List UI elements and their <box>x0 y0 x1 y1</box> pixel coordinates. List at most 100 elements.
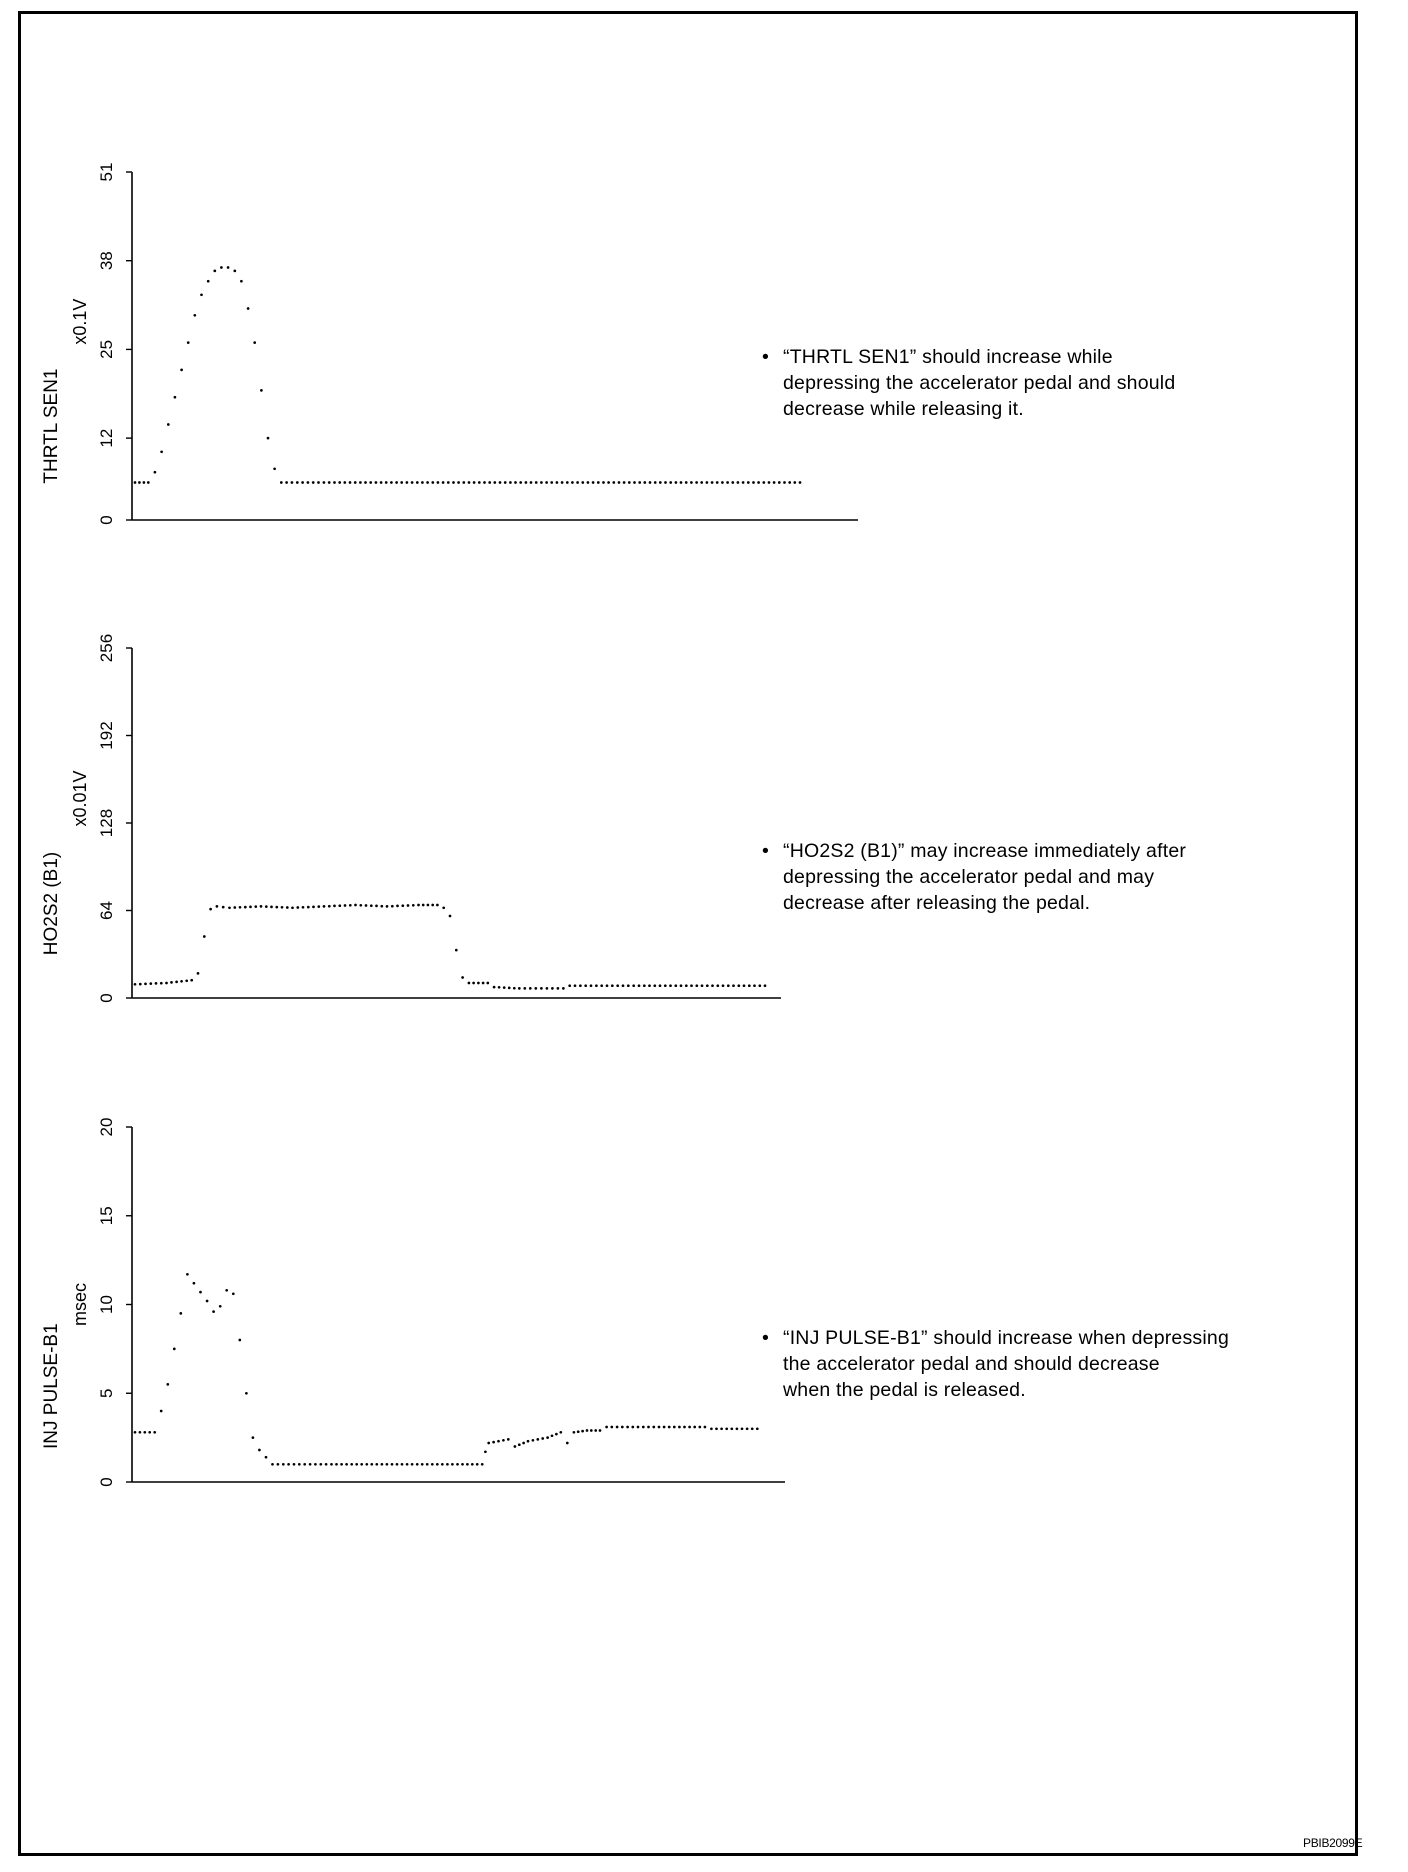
data-point <box>154 982 158 985</box>
data-point <box>497 1439 500 1443</box>
data-point <box>226 266 230 269</box>
data-point <box>540 987 543 990</box>
data-point <box>462 481 466 484</box>
data-point <box>179 1312 183 1315</box>
data-point <box>258 1448 261 1452</box>
data-point <box>220 266 223 269</box>
data-point <box>410 481 414 484</box>
data-point <box>359 903 363 907</box>
data-point <box>483 481 486 484</box>
data-point <box>353 481 357 484</box>
data-point <box>260 389 263 392</box>
y-tick-label: 0 <box>97 515 116 524</box>
data-point <box>509 481 512 484</box>
data-point <box>746 481 750 484</box>
data-point <box>276 1462 280 1466</box>
data-point <box>669 481 673 484</box>
data-point <box>700 481 704 484</box>
data-point <box>374 481 378 484</box>
data-point <box>579 984 582 988</box>
data-point <box>456 1462 459 1466</box>
data-point <box>555 481 559 484</box>
data-point <box>492 1440 495 1444</box>
data-point <box>657 1425 661 1429</box>
data-point <box>421 481 424 484</box>
y-tick-label: 38 <box>97 251 116 270</box>
data-point <box>467 981 471 985</box>
data-point <box>498 481 502 484</box>
data-point <box>678 1425 681 1429</box>
data-point <box>275 905 279 909</box>
data-point <box>327 904 331 908</box>
data-point <box>523 987 527 990</box>
data-point <box>431 903 435 907</box>
data-point <box>732 984 735 988</box>
y-tick-label: 0 <box>97 993 116 1002</box>
y-axis-label: THRTL SEN1 <box>41 368 62 483</box>
data-point <box>477 481 481 484</box>
data-point <box>159 1409 163 1413</box>
data-point <box>684 481 688 484</box>
data-point <box>466 1462 469 1466</box>
data-point <box>541 1437 545 1440</box>
data-point <box>430 1462 434 1466</box>
data-point <box>679 481 683 484</box>
y-tick-label: 128 <box>97 809 116 837</box>
data-point <box>333 904 336 908</box>
data-point <box>233 906 237 909</box>
note-line: decrease while releasing it. <box>783 398 1024 420</box>
data-point <box>514 481 517 484</box>
data-point <box>143 1430 147 1434</box>
data-point <box>172 1347 176 1351</box>
data-point <box>562 987 565 990</box>
data-point <box>173 395 177 399</box>
data-point <box>415 1462 419 1466</box>
data-point <box>581 481 585 484</box>
data-point <box>133 1430 137 1434</box>
data-point <box>536 1438 540 1441</box>
y-tick-label: 25 <box>97 340 116 359</box>
data-point <box>638 481 642 484</box>
data-point <box>477 981 480 985</box>
note-line: “THRTL SEN1” should increase while <box>783 346 1113 368</box>
data-point <box>767 481 771 484</box>
data-point <box>626 984 630 988</box>
y-axis-unit: x0.1V <box>70 299 90 345</box>
data-point <box>436 481 440 484</box>
data-point <box>314 1462 317 1466</box>
data-point <box>159 981 163 985</box>
data-point <box>233 269 237 273</box>
data-point <box>301 905 305 909</box>
data-point <box>441 481 445 484</box>
y-tick-label: 64 <box>97 901 116 920</box>
data-point <box>243 905 247 909</box>
data-point <box>133 481 137 484</box>
data-point <box>772 481 776 484</box>
data-point <box>610 984 614 988</box>
data-point <box>528 987 532 990</box>
note-inj-pulse: • “INJ PULSE-B1” should increase when de… <box>762 1325 1343 1403</box>
data-point <box>783 481 786 484</box>
data-point <box>652 1425 656 1429</box>
data-point <box>690 481 693 484</box>
data-point <box>513 1445 517 1448</box>
data-point <box>375 904 378 908</box>
data-point <box>667 1425 671 1429</box>
data-point <box>669 984 672 988</box>
data-point <box>330 1462 333 1466</box>
data-point <box>502 1438 505 1442</box>
data-point <box>576 481 579 484</box>
data-point <box>684 984 688 988</box>
data-point <box>301 481 304 484</box>
data-point <box>193 313 197 317</box>
data-point <box>572 1430 576 1434</box>
data-point <box>350 1462 354 1466</box>
data-point <box>202 935 206 938</box>
data-point <box>735 1427 739 1431</box>
y-axis-label: INJ PULSE-B1 <box>41 1323 62 1449</box>
note-ho2s2: • “HO2S2 (B1)” may increase immediately … <box>762 838 1343 916</box>
data-point <box>653 984 657 988</box>
data-point <box>144 982 147 986</box>
data-point <box>484 1450 487 1454</box>
data-point <box>212 1310 215 1313</box>
